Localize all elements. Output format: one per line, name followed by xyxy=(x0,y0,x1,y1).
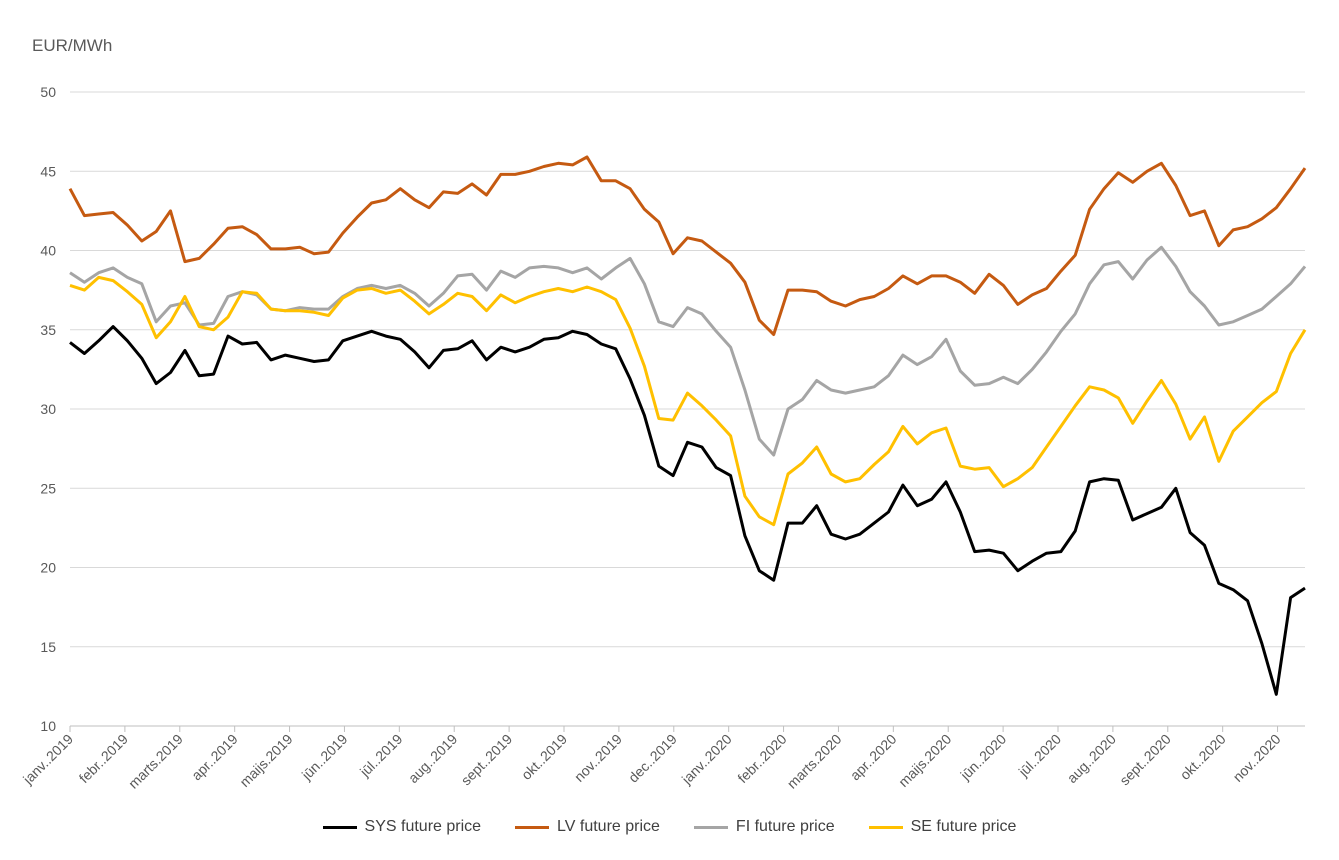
x-tick-label: marts.2019 xyxy=(125,731,186,792)
legend-swatch xyxy=(693,825,728,829)
legend-item: SYS future price xyxy=(322,818,482,836)
legend-item: FI future price xyxy=(693,818,835,836)
x-tick-label: aug..2020 xyxy=(1064,731,1120,787)
x-tick-label: febr..2019 xyxy=(76,731,132,787)
legend-label: SYS future price xyxy=(364,818,482,835)
legend-label: LV future price xyxy=(557,818,660,835)
y-tick-label: 50 xyxy=(40,84,56,100)
y-tick-label: 45 xyxy=(40,163,56,179)
y-tick-label: 20 xyxy=(40,560,56,576)
legend-swatch xyxy=(515,825,550,829)
x-tick-label: jūl..2019 xyxy=(356,731,406,781)
legend-swatch xyxy=(868,825,903,829)
x-tick-label: janv..2020 xyxy=(678,731,735,788)
x-tick-label: jūn..2020 xyxy=(956,731,1009,784)
x-tick-label: jūn..2019 xyxy=(298,731,351,784)
y-axis-unit-label: EUR/MWh xyxy=(32,36,113,55)
x-tick-label: nov..2019 xyxy=(571,731,625,785)
x-tick-label: janv..2019 xyxy=(19,731,76,788)
x-tick-label: febr..2020 xyxy=(734,731,790,787)
x-tick-label: sept..2019 xyxy=(458,731,516,789)
legend-swatch xyxy=(322,825,357,829)
x-tick-label: nov..2020 xyxy=(1230,731,1284,785)
chart-legend: SYS future price LV future price FI future… xyxy=(0,818,1339,836)
series-line-se xyxy=(69,275,1307,527)
x-tick-label: okt..2020 xyxy=(1177,731,1229,783)
y-tick-label: 30 xyxy=(40,401,56,417)
y-tick-label: 25 xyxy=(40,480,56,496)
legend-label: FI future price xyxy=(735,818,835,835)
x-tick-label: apr..2020 xyxy=(847,731,900,784)
legend-label: SE future price xyxy=(910,818,1017,835)
legend-item: SE future price xyxy=(868,818,1017,836)
y-tick-label: 35 xyxy=(40,322,56,338)
x-tick-label: okt..2019 xyxy=(518,731,570,783)
x-tick-label: apr..2019 xyxy=(188,731,241,784)
x-tick-label: dec..2019 xyxy=(625,731,680,786)
x-tick-label: jūl..2020 xyxy=(1015,731,1065,781)
legend-item: LV future price xyxy=(515,818,660,836)
series-line-lv xyxy=(68,155,1307,336)
series-line-sys xyxy=(69,325,1306,696)
x-tick-label: marts.2020 xyxy=(784,731,845,792)
x-tick-label: aug..2019 xyxy=(405,731,461,787)
y-tick-label: 40 xyxy=(40,243,56,259)
x-tick-label: maijs.2020 xyxy=(895,731,954,790)
x-tick-label: maijs.2019 xyxy=(236,731,295,790)
y-tick-label: 15 xyxy=(40,639,56,655)
series-line-fi xyxy=(69,245,1307,457)
x-tick-label: sept..2020 xyxy=(1116,731,1174,789)
y-tick-label: 10 xyxy=(40,718,56,734)
